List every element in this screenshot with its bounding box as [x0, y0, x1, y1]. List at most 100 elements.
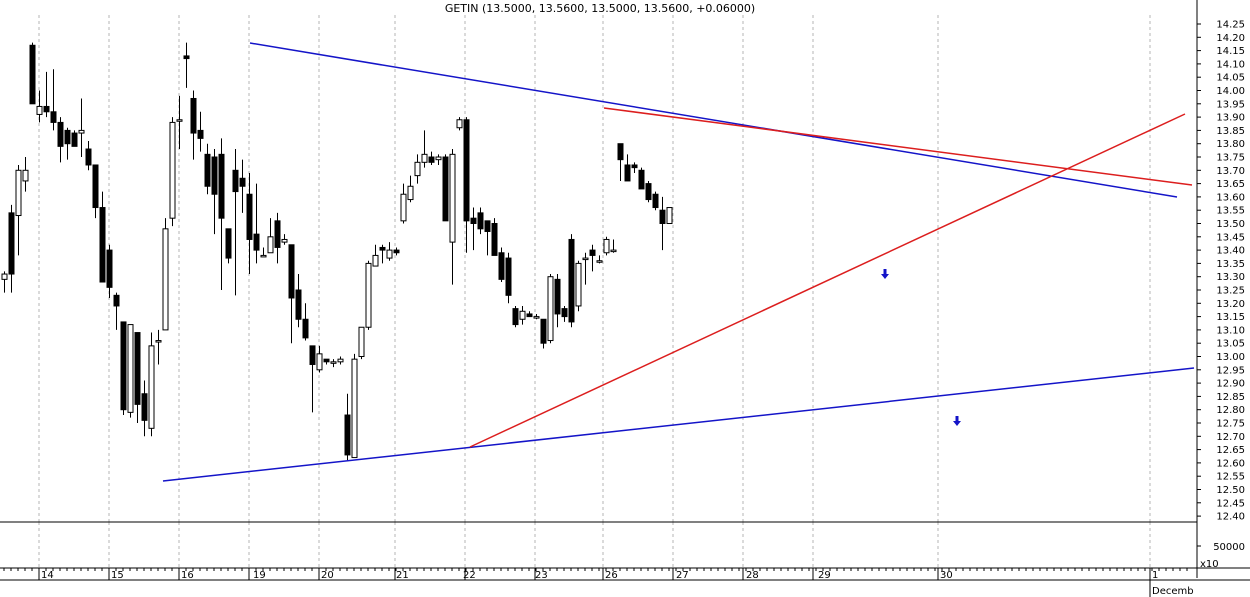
candle-body — [449, 153, 456, 243]
candle — [477, 207, 484, 235]
candle-body — [484, 220, 491, 232]
price-tick-label: 12.85 — [1216, 392, 1245, 403]
price-tick-label: 13.70 — [1216, 166, 1245, 177]
candle-body — [477, 212, 484, 230]
trendline-red-upper — [603, 107, 1193, 186]
candle — [421, 130, 428, 168]
candle — [456, 117, 463, 131]
price-tick-label: 13.20 — [1216, 299, 1245, 310]
candle — [540, 318, 547, 349]
candle — [302, 303, 309, 341]
candle — [1, 271, 8, 293]
candle — [260, 247, 267, 258]
candle-body — [316, 353, 323, 371]
candle-body — [589, 249, 596, 256]
candle — [659, 196, 666, 251]
candle — [92, 164, 99, 219]
candle-body — [218, 153, 225, 219]
candle-body — [379, 246, 386, 251]
candle-body — [267, 236, 274, 254]
candle — [134, 332, 141, 423]
date-tick-label: 14 — [41, 570, 54, 581]
candle-body — [617, 143, 624, 161]
candle-body — [421, 153, 428, 163]
candle-body — [463, 119, 470, 222]
candle-body — [120, 321, 127, 411]
candle — [407, 175, 414, 203]
date-tick-label: 19 — [253, 570, 266, 581]
candle-body — [631, 164, 638, 169]
date-axis: 14 15 16 19 20 21 22 23 26 27 28 29 30 1 Decemb — [3, 568, 1194, 597]
candle — [358, 326, 365, 360]
price-tick-label: 13.10 — [1216, 325, 1245, 336]
price-tick-label: 14.25 — [1216, 20, 1245, 31]
candle — [232, 149, 239, 296]
down-arrow-head — [953, 421, 961, 426]
candle-body — [127, 324, 134, 413]
candle-body — [372, 254, 379, 267]
price-tick-label: 14.10 — [1216, 59, 1245, 70]
price-tick-label: 13.65 — [1216, 179, 1245, 190]
price-tick-label: 14.05 — [1216, 73, 1245, 84]
candle — [491, 218, 498, 256]
candle-body — [519, 310, 526, 320]
candle — [498, 247, 505, 283]
candle-body — [512, 308, 519, 326]
date-tick-label: 27 — [676, 570, 689, 581]
candle — [57, 117, 64, 163]
volume-multiplier: x10 — [1200, 559, 1219, 570]
date-tick-label: 30 — [940, 570, 953, 581]
candle — [190, 90, 197, 160]
candle — [78, 98, 85, 157]
candle-body — [246, 193, 253, 240]
candle — [22, 157, 29, 192]
candle — [470, 207, 477, 251]
candle-body — [71, 132, 78, 147]
candle-body — [547, 276, 554, 342]
candle-body — [393, 249, 400, 254]
candle — [141, 380, 148, 437]
candle — [50, 69, 57, 131]
candle — [575, 260, 582, 312]
price-tick-label: 13.25 — [1216, 286, 1245, 297]
trendline-red-lower — [469, 113, 1186, 448]
price-tick-label: 12.90 — [1216, 379, 1245, 390]
candle-body — [36, 105, 43, 115]
candles — [1, 42, 673, 461]
candle-body — [652, 193, 659, 209]
candle — [225, 228, 232, 264]
candle — [106, 244, 113, 298]
candle-body — [43, 105, 50, 113]
price-tick-label: 12.75 — [1216, 419, 1245, 430]
candle-body — [155, 340, 162, 343]
candle — [197, 111, 204, 152]
candle-body — [92, 164, 99, 209]
price-tick-label: 13.85 — [1216, 126, 1245, 137]
candle — [218, 138, 225, 290]
price-tick-label: 13.75 — [1216, 153, 1245, 164]
price-tick-label: 14.15 — [1216, 46, 1245, 57]
candle — [589, 244, 596, 272]
candle-body — [288, 244, 295, 299]
month-label: Decemb — [1152, 586, 1194, 597]
candle — [533, 313, 540, 320]
date-tick-label: 22 — [463, 570, 476, 581]
candle — [554, 274, 561, 328]
candle-body — [253, 233, 260, 251]
candle-body — [15, 169, 22, 217]
candle — [652, 191, 659, 211]
down-arrow-icon — [953, 416, 961, 426]
candle — [148, 332, 155, 437]
candle-body — [176, 119, 183, 122]
candle-body — [365, 262, 372, 328]
price-tick-label: 12.50 — [1216, 485, 1245, 496]
date-tick-label: 26 — [605, 570, 618, 581]
candle — [113, 292, 120, 330]
candle-body — [50, 111, 57, 123]
candle — [372, 244, 379, 267]
trendlines — [162, 42, 1195, 482]
price-tick-label: 13.05 — [1216, 339, 1245, 350]
candle-body — [505, 257, 512, 296]
